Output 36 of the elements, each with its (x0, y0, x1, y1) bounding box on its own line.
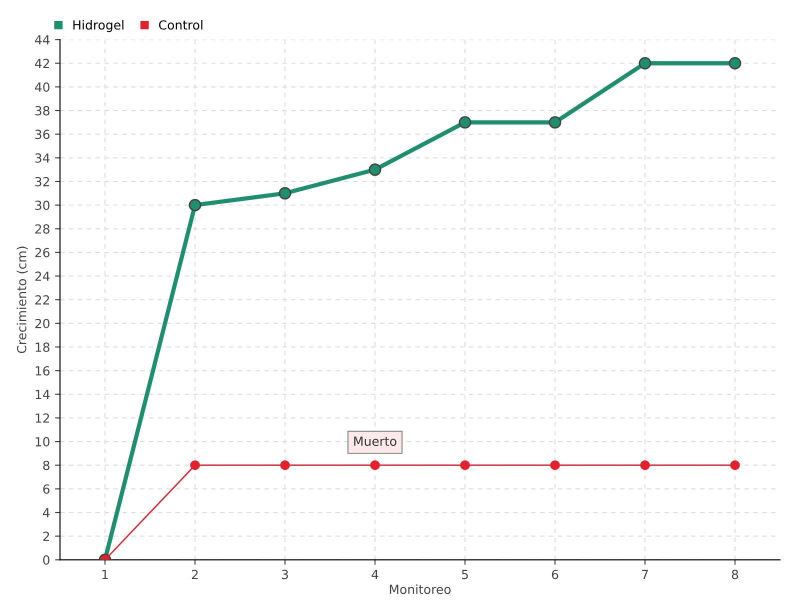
y-tick-label: 14 (36, 390, 50, 400)
y-tick-label: 0 (43, 555, 50, 565)
y-tick-label: 10 (36, 437, 50, 446)
y-tick-label: 22 (35, 295, 50, 304)
legend-label: Control (159, 20, 202, 30)
x-tick-label: 7 (642, 570, 648, 580)
y-tick-label: 40 (34, 82, 50, 92)
y-tick-label: 44 (34, 35, 50, 44)
y-tick-label: 12 (36, 413, 50, 423)
y-tick-label: 26 (35, 248, 50, 258)
y-axis-title: Crecimiento (cm) (16, 246, 28, 354)
x-tick-label: 1 (102, 570, 108, 580)
legend-label: Hidrogel (73, 20, 124, 32)
x-tick-label: 3 (282, 570, 288, 580)
y-tick-label: 18 (36, 342, 50, 352)
y-tick-label: 16 (36, 366, 50, 376)
y-tick-label: 32 (35, 176, 50, 186)
y-tick-label: 8 (43, 460, 50, 470)
x-tick-label: 2 (192, 570, 198, 580)
x-axis-title: Monitoreo (390, 584, 451, 594)
annotation: Muerto (354, 436, 396, 446)
y-tick-label: 6 (43, 484, 50, 494)
y-tick-label: 4 (42, 508, 50, 518)
x-tick-label: 8 (732, 570, 738, 580)
y-tick-label: 36 (35, 130, 50, 140)
y-tick-label: 20 (35, 318, 50, 328)
x-tick-label: 5 (462, 570, 468, 580)
y-tick-label: 34 (35, 153, 50, 163)
y-tick-label: 42 (34, 58, 50, 68)
y-tick-label: 24 (35, 272, 50, 281)
y-tick-label: 2 (43, 532, 50, 541)
x-tick-label: 4 (372, 570, 378, 580)
y-tick-label: 38 (35, 106, 50, 116)
y-tick-label: 30 (35, 200, 50, 210)
x-tick-label: 6 (552, 570, 558, 580)
y-tick-label: 28 (35, 224, 50, 234)
